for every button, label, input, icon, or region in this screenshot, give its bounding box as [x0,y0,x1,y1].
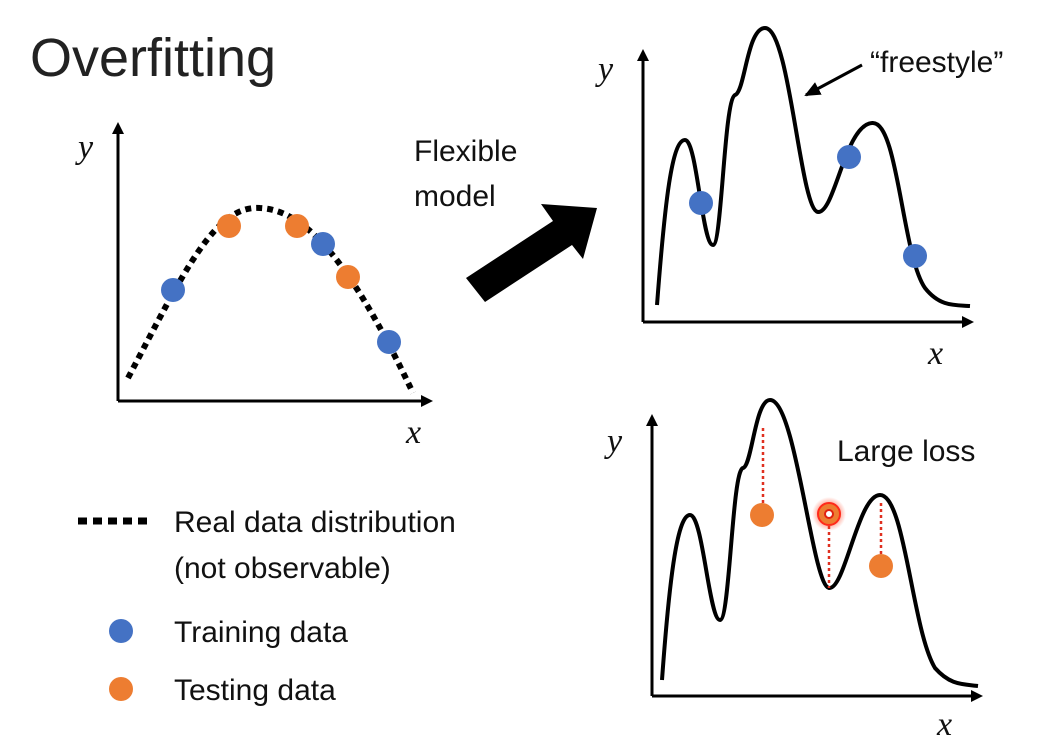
legend: Real data distribution (not observable) … [78,506,456,707]
training-point [837,145,861,169]
testing-point [750,503,774,527]
legend-testing-label: Testing data [174,674,336,707]
highlight-dot [824,509,834,519]
testing-point [869,554,893,578]
top-x-label: x [927,335,943,372]
left-plot: y x [75,122,433,451]
legend-real-line2: (not observable) [174,552,391,585]
training-point [311,232,335,256]
legend-real-line1: Real data distribution [174,506,456,539]
large-loss-annotation: Large loss [837,435,975,468]
training-point [903,244,927,268]
training-point [377,330,401,354]
testing-point [285,214,309,238]
legend-training-label: Training data [174,616,348,649]
training-point [161,278,185,302]
freestyle-annotation: “freestyle” [870,46,1003,79]
big-arrow-icon [466,204,597,302]
bottom-right-plot: y x Large loss [604,397,983,743]
testing-point [217,214,241,238]
legend-training-marker [109,619,133,643]
page-title: Overfitting [30,28,276,88]
arrow-label-line2: model [414,180,496,213]
legend-testing-marker [109,677,133,701]
left-y-label: y [75,129,94,166]
left-x-label: x [405,414,421,451]
freestyle-pointer-arrow [804,63,863,97]
training-point [689,191,713,215]
flexible-model-curve [655,25,971,308]
bottom-y-label: y [604,423,623,460]
top-y-label: y [595,51,614,88]
top-right-plot: y x “freestyle” [595,25,1003,372]
testing-point [336,265,360,289]
bottom-x-label: x [936,706,952,743]
arrow-label-line1: Flexible [414,135,517,168]
flexible-model-curve [660,397,979,688]
